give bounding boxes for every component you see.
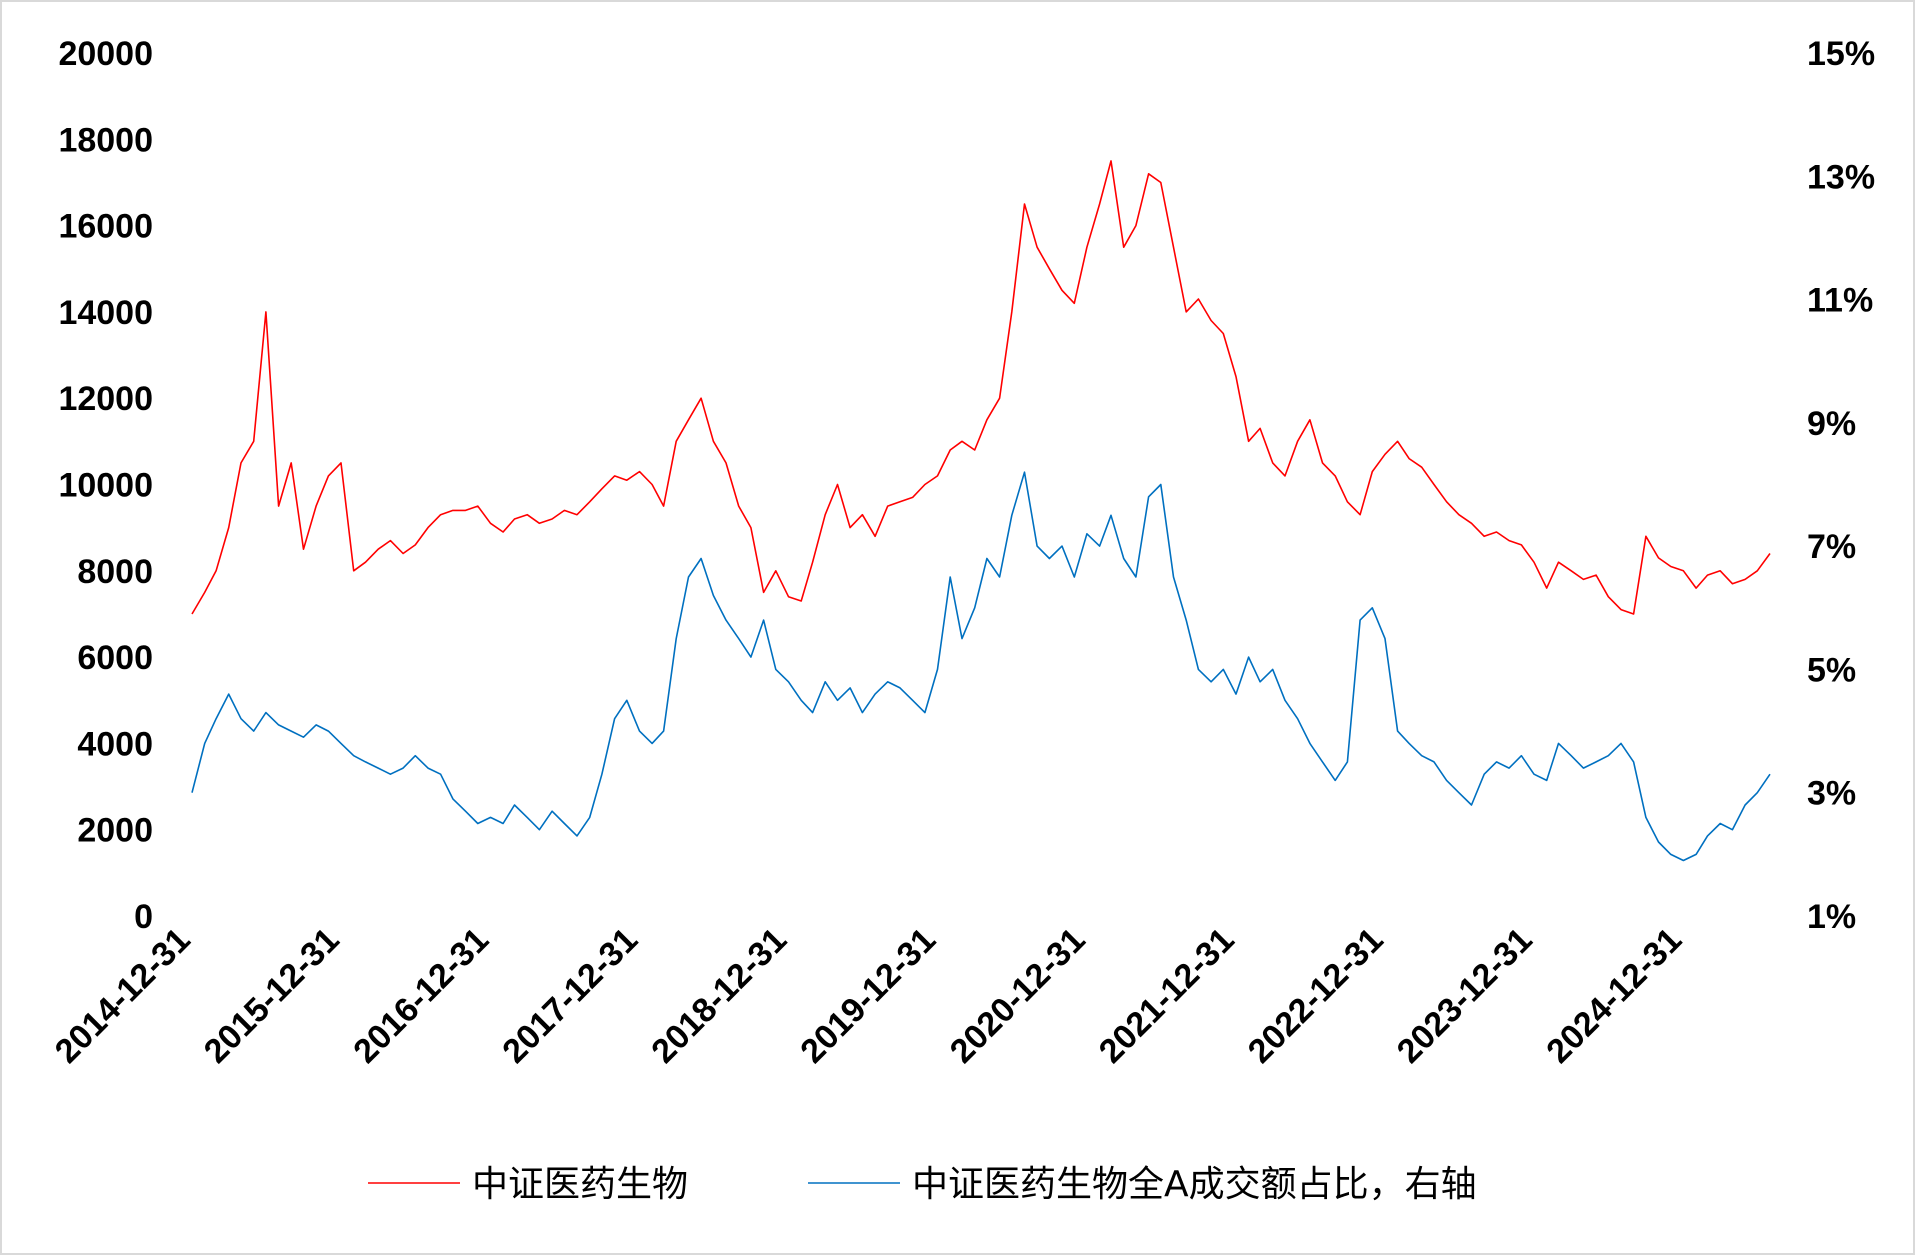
y2-tick-label: 9%: [1807, 405, 1856, 443]
y-tick-label: 2000: [77, 812, 153, 850]
y2-tick-label: 13%: [1807, 158, 1875, 196]
legend-label: 中证医药生物全A成交额占比，右轴: [912, 1164, 1477, 1205]
y2-tick-label: 5%: [1807, 651, 1856, 689]
y-tick-label: 18000: [58, 121, 153, 159]
y2-tick-label: 7%: [1807, 528, 1856, 566]
y-tick-label: 16000: [58, 208, 153, 246]
legend-label: 中证医药生物: [472, 1164, 688, 1205]
series-line: [191, 160, 1771, 615]
y-tick-label: 4000: [77, 725, 153, 763]
y-tick-label: 10000: [58, 467, 153, 505]
y-tick-label: 6000: [77, 639, 153, 677]
y2-tick-label: 15%: [1807, 35, 1875, 73]
y2-tick-label: 3%: [1807, 775, 1856, 813]
y-tick-label: 8000: [77, 553, 153, 591]
y-tick-label: 0: [134, 898, 153, 936]
y2-tick-label: 1%: [1807, 898, 1856, 936]
y-tick-label: 12000: [58, 380, 153, 418]
y-tick-label: 14000: [58, 294, 153, 332]
series-line: [191, 471, 1771, 862]
y-tick-label: 20000: [58, 35, 153, 73]
y2-tick-label: 11%: [1807, 282, 1873, 320]
